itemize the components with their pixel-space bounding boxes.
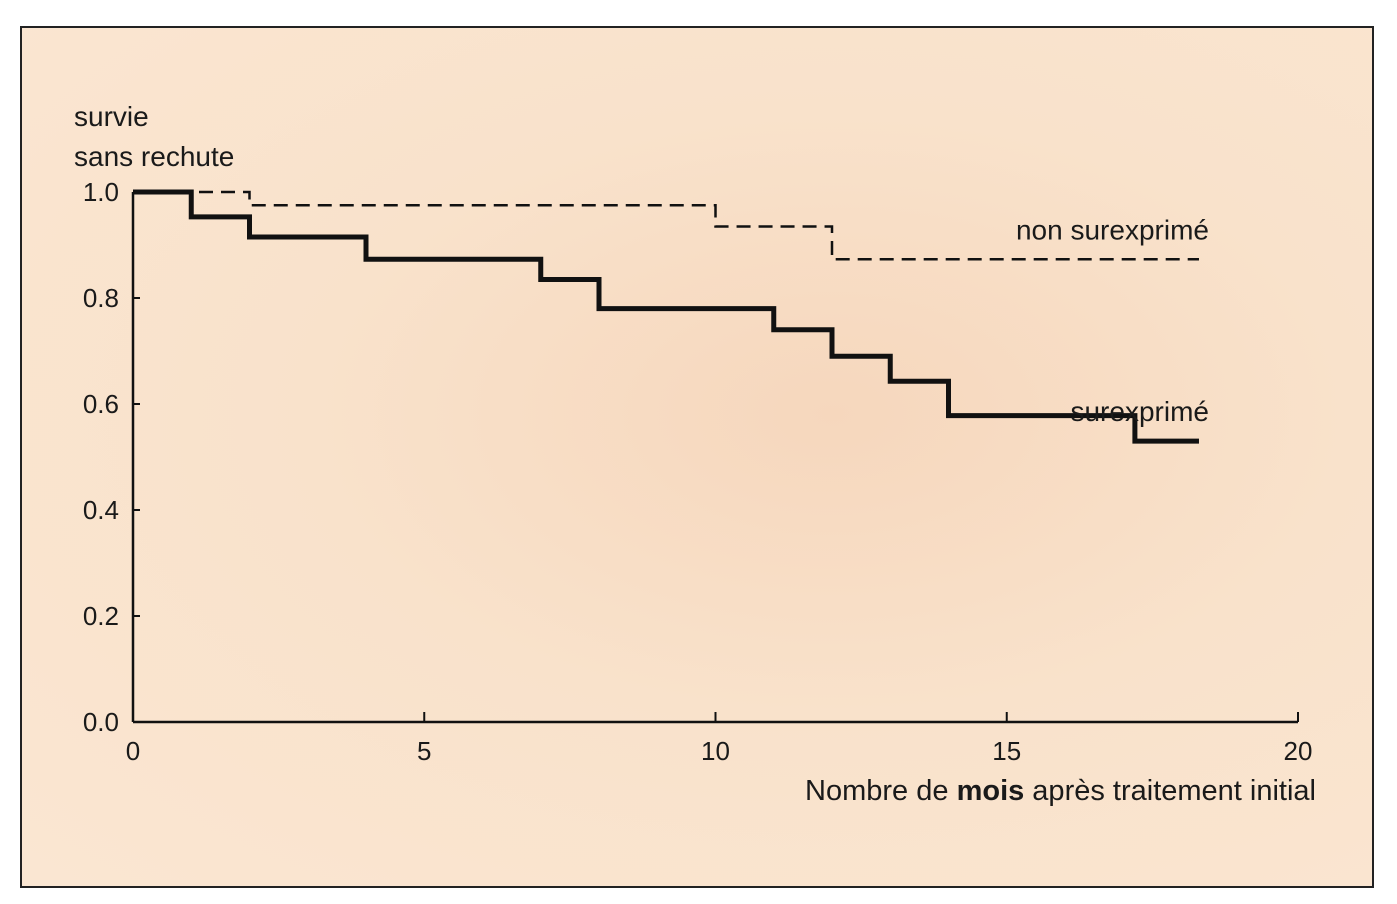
x-tick-label: 10 bbox=[701, 736, 730, 766]
series-line-surexprime bbox=[133, 189, 1199, 444]
x-axis-label: Nombre de mois après traitement initial bbox=[805, 775, 1316, 807]
ticks: 0.0 0.2 0.4 0.6 0.8 1.0 0 5 10 15 20 bbox=[83, 177, 1313, 766]
survival-chart: 0.0 0.2 0.4 0.6 0.8 1.0 0 5 10 15 20 non surexprim… bbox=[74, 101, 1316, 807]
y-axis-label-line: sans rechute bbox=[74, 141, 234, 172]
x-tick-label: 20 bbox=[1284, 736, 1313, 766]
x-tick-label: 0 bbox=[126, 736, 140, 766]
labels: non surexprimé surexprimé survie sans rechu… bbox=[74, 101, 1316, 807]
y-tick-label: 0.4 bbox=[83, 495, 119, 525]
y-axis-label-line: survie bbox=[74, 101, 149, 132]
x-tick-label: 15 bbox=[992, 736, 1021, 766]
x-tick-label: 5 bbox=[417, 736, 431, 766]
y-tick-label: 1.0 bbox=[83, 177, 119, 207]
axes bbox=[131, 192, 1298, 724]
y-tick-label: 0.8 bbox=[83, 283, 119, 313]
series-label: surexprimé bbox=[1070, 396, 1208, 427]
x-axis-label-part: après traitement initial bbox=[1024, 775, 1316, 807]
x-axis-label-part: Nombre de bbox=[805, 775, 957, 807]
y-tick-label: 0.6 bbox=[83, 389, 119, 419]
y-tick-label: 0.0 bbox=[83, 707, 119, 737]
x-axis-label-part: mois bbox=[957, 775, 1025, 807]
series-line-non-surexprime bbox=[133, 190, 1199, 261]
figure-panel: 0.0 0.2 0.4 0.6 0.8 1.0 0 5 10 15 20 non surexprim… bbox=[20, 26, 1374, 888]
series-lines bbox=[133, 189, 1199, 444]
y-tick-label: 0.2 bbox=[83, 601, 119, 631]
series-label: non surexprimé bbox=[1016, 214, 1209, 245]
